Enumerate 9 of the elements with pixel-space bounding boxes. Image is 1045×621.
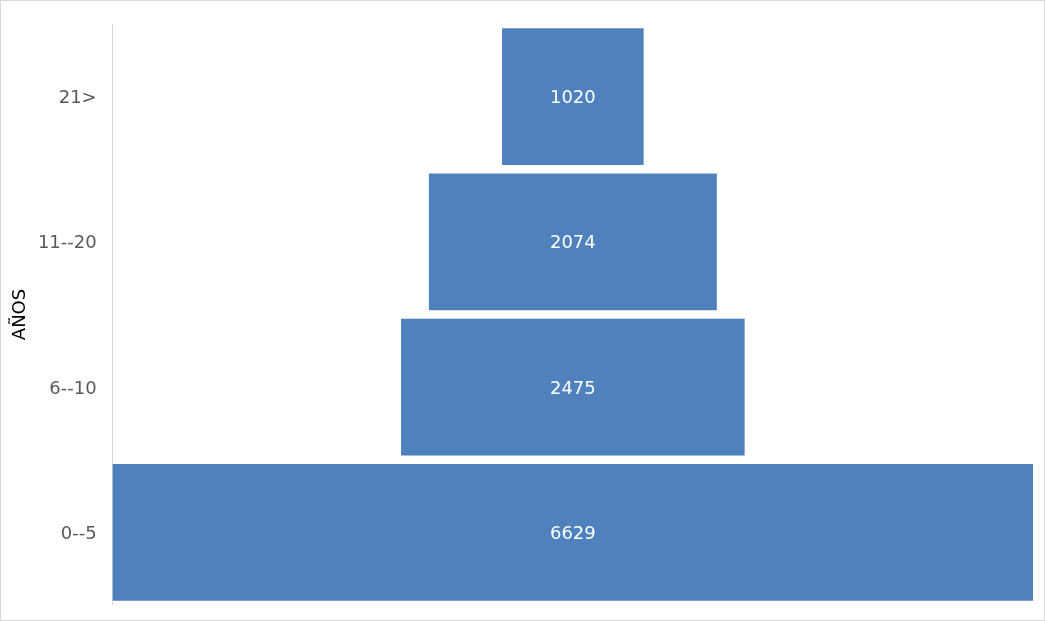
category-label: 21> — [58, 86, 97, 108]
data-label: 6629 — [549, 521, 596, 543]
data-label: 1020 — [549, 86, 596, 108]
text: AÑOS — [7, 288, 29, 341]
data-label: 2074 — [549, 231, 596, 253]
category-label: 11--20 — [37, 231, 97, 253]
category-label: 6--10 — [49, 376, 97, 398]
category-label: 0--5 — [60, 521, 97, 543]
data-label: 2475 — [549, 376, 596, 398]
